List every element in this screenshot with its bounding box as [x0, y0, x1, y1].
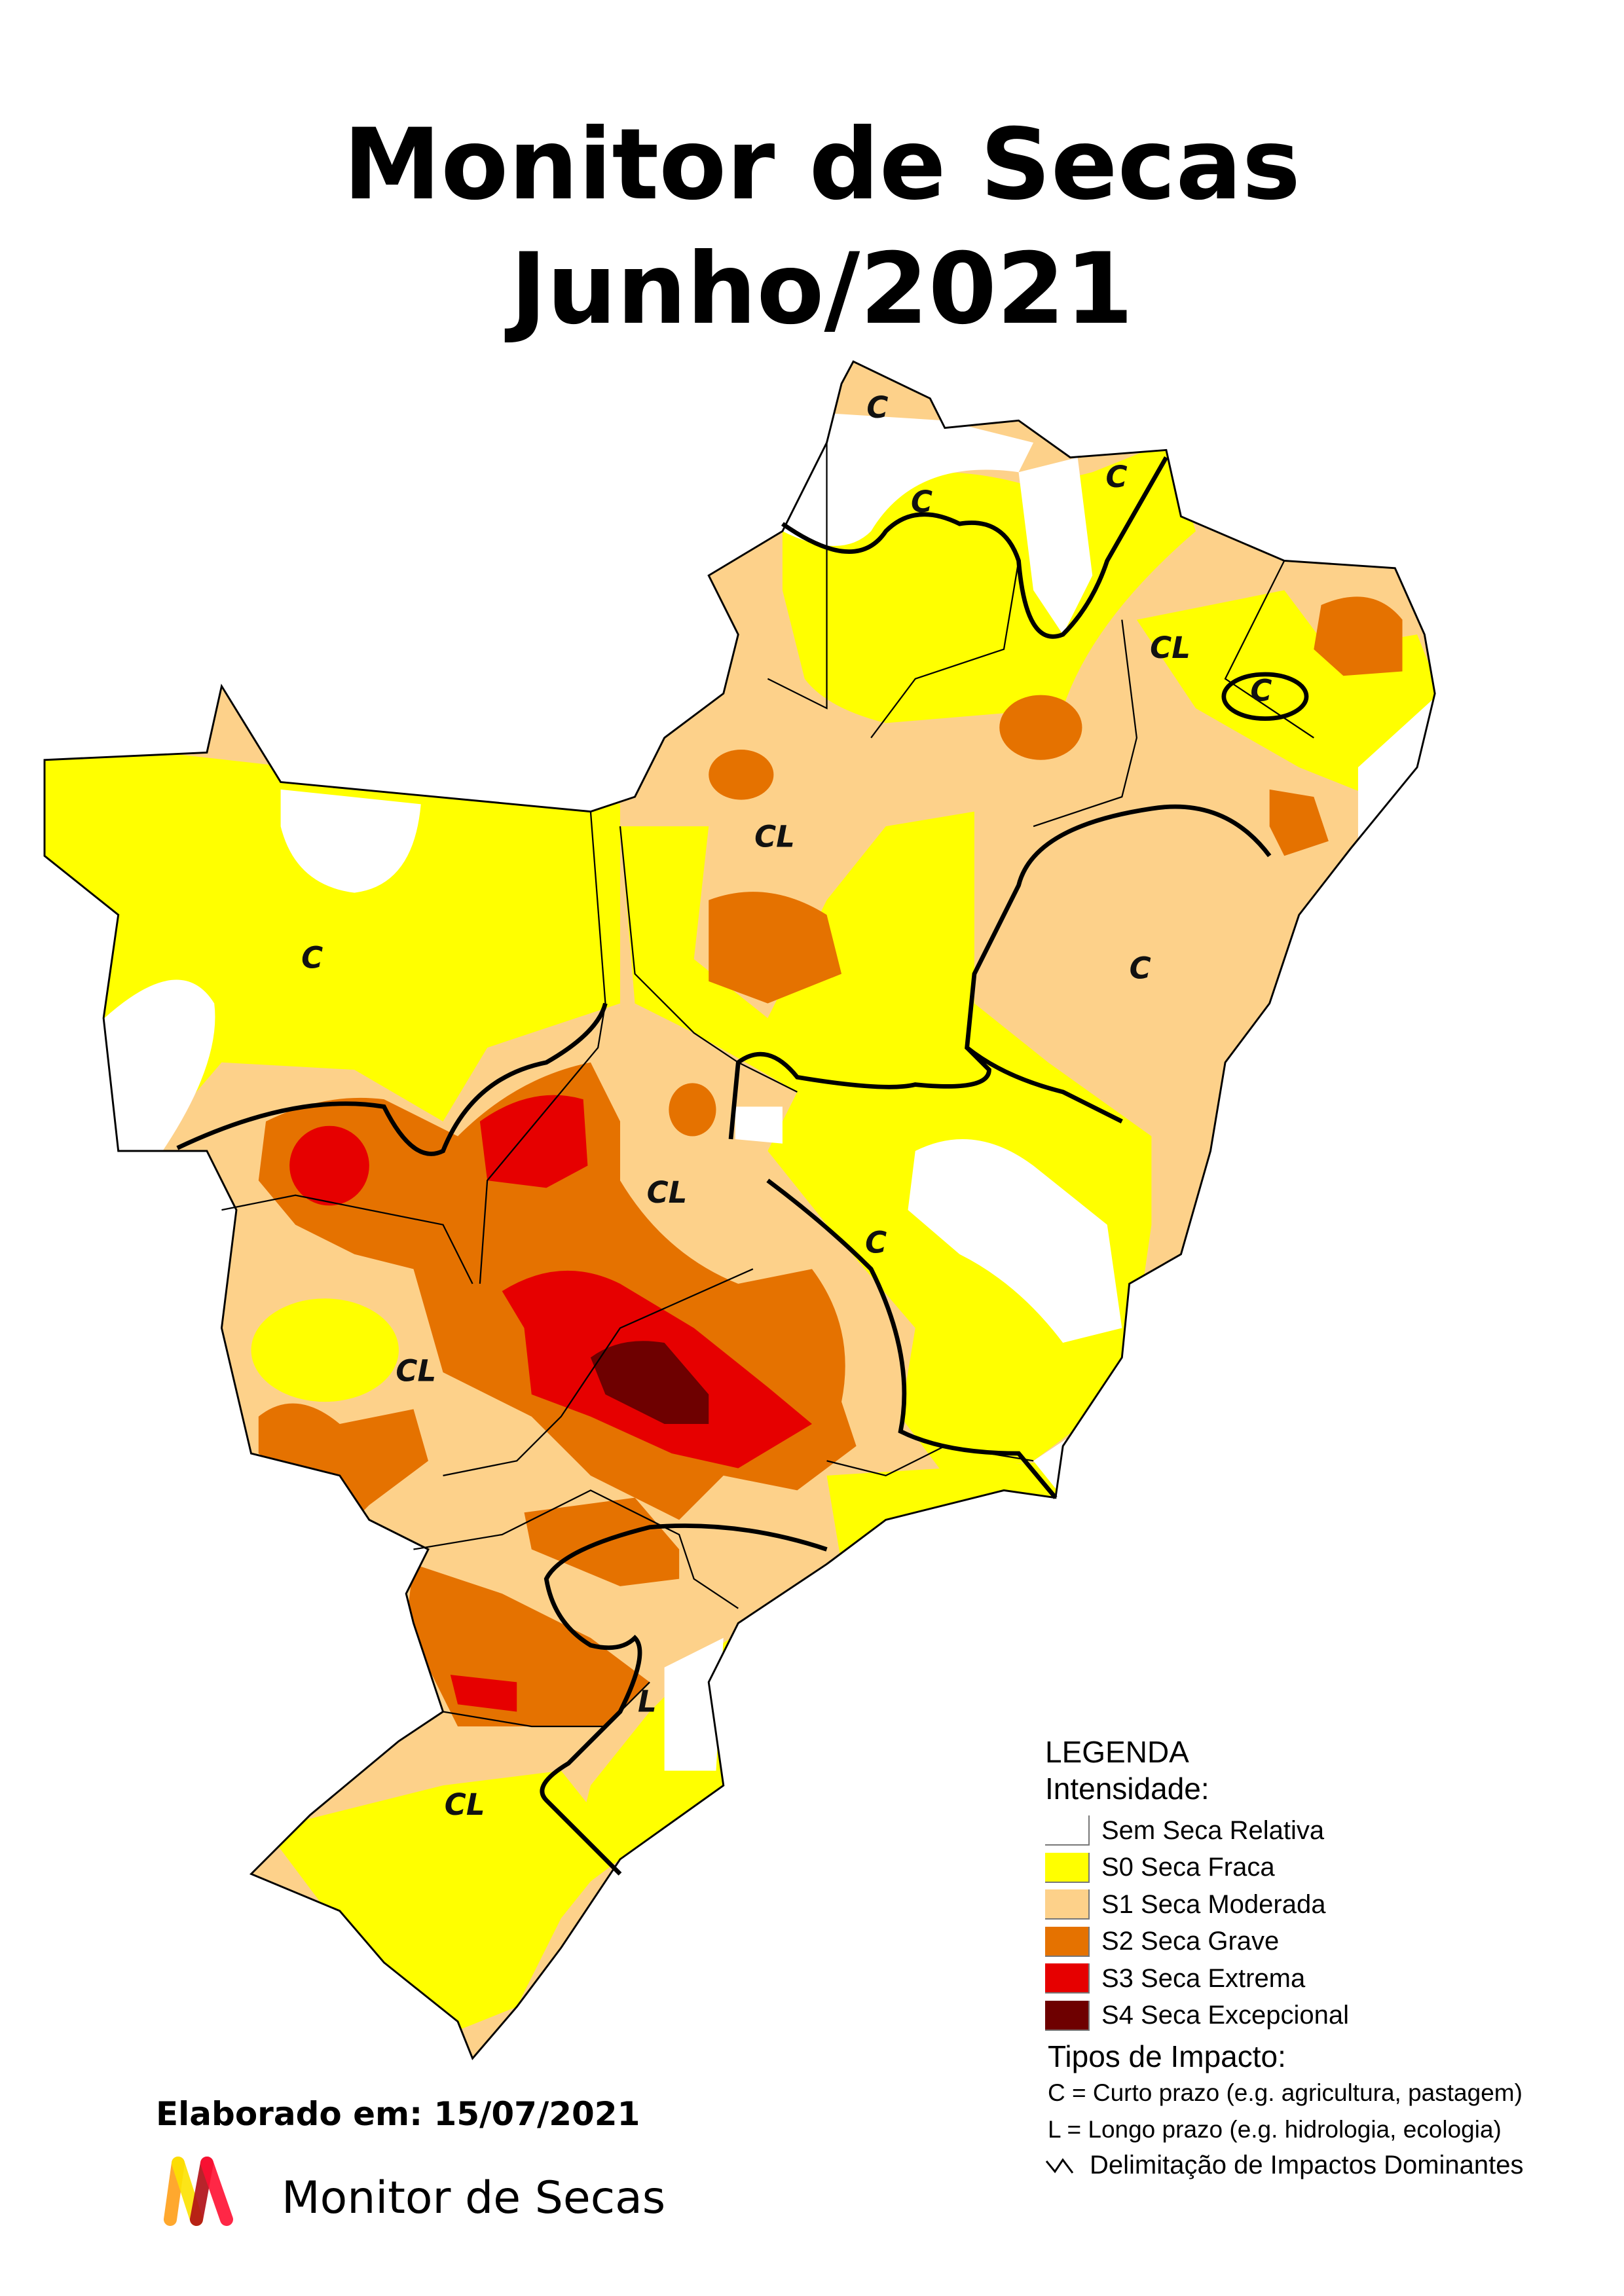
legend-item-label: S0 Seca Fraca [1101, 1853, 1275, 1882]
impact-label: C [866, 390, 888, 425]
delimitation-line-icon [1045, 2157, 1074, 2174]
impact-label: C [911, 484, 932, 519]
legend-item: S2 Seca Grave [1045, 1923, 1524, 1961]
legend-item: Sem Seca Relativa [1045, 1812, 1524, 1850]
impact-delimitation-lines [176, 456, 1309, 1876]
impact-labels: C C C CL C CL C C CL C CL L CL [301, 390, 1272, 1822]
delimitation-label: Delimitação de Impactos Dominantes [1090, 2151, 1524, 2179]
legend-item-label: S4 Seca Excepcional [1101, 2001, 1350, 2030]
impact-label: CL [647, 1175, 688, 1210]
logo-text: Monitor de Secas [282, 2172, 666, 2224]
legend-item-label: S2 Seca Grave [1101, 1927, 1280, 1956]
impact-label: CL [1150, 630, 1190, 665]
legend-swatch [1045, 1889, 1090, 1920]
impact-long-term: L = Longo prazo (e.g. hidrologia, ecolog… [1048, 2116, 1502, 2143]
s4-area [590, 1341, 709, 1424]
legend-swatch [1045, 1815, 1090, 1846]
impact-label: CL [396, 1354, 436, 1389]
legend-heading: LEGENDA [1045, 1735, 1189, 1769]
legend-item: S0 Seca Fraca [1045, 1850, 1524, 1887]
impact-label: C [1106, 460, 1128, 494]
impact-label: CL [754, 820, 795, 854]
elaborated-date: Elaborado em: 15/07/2021 [156, 2095, 640, 2133]
impact-label: C [865, 1226, 887, 1260]
legend-swatch [1045, 2000, 1090, 2031]
impact-heading: Tipos de Impacto: [1048, 2039, 1286, 2073]
map-title: Monitor de Secas [343, 108, 1301, 222]
impact-label: L [638, 1684, 657, 1719]
legend-swatch [1045, 1963, 1090, 1994]
impact-label: C [1130, 951, 1151, 985]
impact-short-term: C = Curto prazo (e.g. agricultura, pasta… [1048, 2079, 1522, 2106]
legend-item: S3 Seca Extrema [1045, 1960, 1524, 1997]
impact-label: CL [445, 1787, 485, 1822]
legend-item: S4 Seca Excepcional [1045, 1997, 1524, 2035]
intensity-heading: Intensidade: [1045, 1772, 1209, 1806]
legend-swatch [1045, 1926, 1090, 1957]
impact-label: C [1250, 674, 1272, 708]
impact-label: C [301, 941, 323, 975]
legend-item: S1 Seca Moderada [1045, 1886, 1524, 1923]
legend-item-label: S3 Seca Extrema [1101, 1963, 1306, 1993]
map-subtitle: Junho/2021 [510, 232, 1134, 346]
legend-swatch [1045, 1852, 1090, 1883]
logo-mark-icon [164, 2157, 233, 2226]
legend: LEGENDA Intensidade: Sem Seca Relativa S0… [1045, 1734, 1524, 2180]
legend-item-label: Sem Seca Relativa [1101, 1815, 1325, 1845]
monitor-de-secas-logo: Monitor de Secas [138, 2154, 665, 2229]
legend-item-label: S1 Seca Moderada [1101, 1889, 1326, 1919]
